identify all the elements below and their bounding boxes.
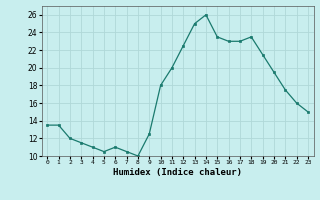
X-axis label: Humidex (Indice chaleur): Humidex (Indice chaleur) xyxy=(113,168,242,177)
